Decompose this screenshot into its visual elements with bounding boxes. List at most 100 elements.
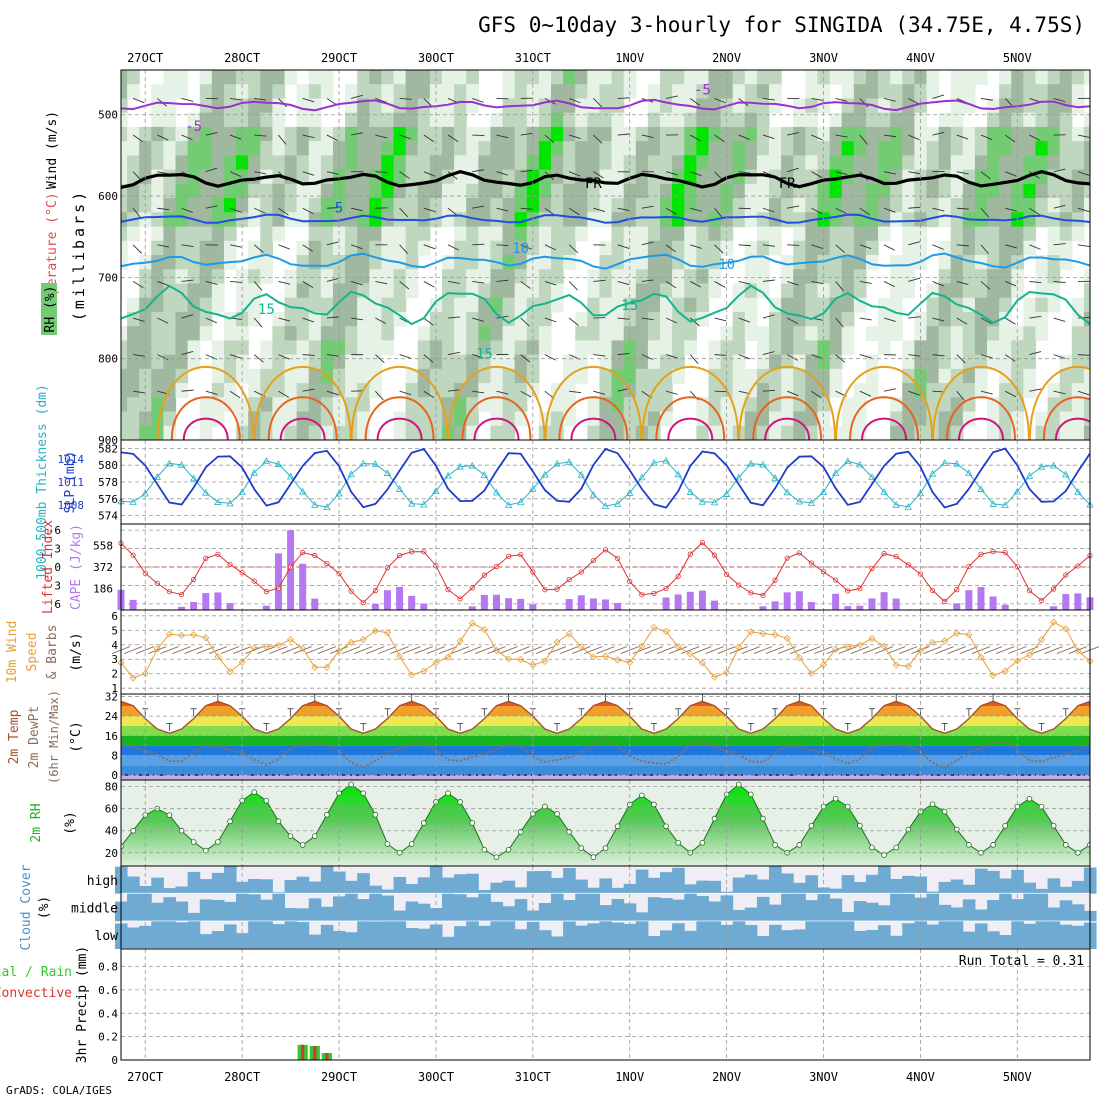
rh-cell [466, 126, 479, 142]
thickness-point [662, 456, 670, 464]
rh-cell [345, 84, 358, 100]
isotherm-dome [931, 365, 1030, 440]
ytick-label: 558 [93, 540, 113, 553]
rh-cell [853, 155, 867, 171]
rh-cell [1071, 368, 1085, 384]
rh-cell [308, 84, 322, 100]
rh-cell [127, 340, 140, 356]
cape-bar [965, 590, 973, 610]
rh-cell [805, 155, 819, 171]
rh-cell [781, 283, 794, 299]
rh-cell [684, 84, 697, 100]
wind-barb [690, 171, 702, 177]
rh-cell [248, 212, 261, 228]
rh-cell [950, 283, 964, 299]
rh-cell [623, 326, 637, 341]
rh-cell [1011, 326, 1024, 341]
thickness-point [819, 488, 828, 495]
wind-barb [229, 207, 242, 213]
rh-cell [587, 84, 601, 100]
cloud-bar [769, 904, 782, 922]
rh-cell [950, 383, 964, 398]
rh-cell [902, 354, 915, 370]
rh-cell [514, 255, 528, 270]
rh-cell [127, 383, 140, 398]
rh-cell [502, 240, 516, 256]
cape-bar [880, 592, 888, 610]
rh-cell [974, 283, 988, 299]
wind-barb [980, 390, 993, 395]
isotherm-dome [170, 396, 241, 440]
rh-cell [829, 70, 843, 85]
rh-cell [769, 155, 782, 171]
thickness-point [541, 470, 549, 478]
date-label-top: 3NOV [809, 51, 838, 65]
rh-cell [684, 226, 697, 242]
rh-cell [308, 311, 322, 327]
rh-cell [611, 141, 625, 156]
rh-cell [478, 368, 492, 384]
rh-cell [1023, 155, 1037, 171]
rh-cell [769, 70, 782, 85]
rh-cell [417, 411, 431, 427]
rh-cell [575, 155, 588, 171]
wind-barb [181, 314, 194, 319]
cloud-bar [575, 893, 588, 922]
rh-cell [127, 411, 140, 427]
cloud-bar [260, 899, 273, 922]
ytick-label: 3 [111, 653, 118, 666]
rh-cell [466, 226, 479, 242]
wind-barb [520, 390, 532, 398]
rh-cell [999, 283, 1012, 299]
cloud-bar [950, 921, 964, 949]
rh-cell [223, 226, 237, 242]
cape-bar [311, 598, 319, 610]
rh-cell [441, 183, 455, 199]
rh2m-point [408, 841, 415, 847]
ytick-label: 0 [111, 1054, 118, 1067]
rh-cell [248, 198, 261, 213]
cloud-bar [127, 876, 140, 894]
rh-cell [429, 411, 443, 427]
ytick-label: 800 [98, 353, 118, 366]
rh-cell [793, 340, 806, 356]
rh-cell [708, 198, 722, 213]
wind-barb [738, 171, 751, 174]
wind-barb [354, 646, 373, 654]
rh-cell [260, 226, 274, 242]
cloud-bar [381, 921, 395, 949]
cloud-bar [962, 899, 976, 922]
cloud-bar [744, 874, 758, 894]
cloud-bar [466, 897, 479, 922]
rh-cell [393, 183, 407, 199]
wind-barb [859, 280, 872, 284]
cloud-bar [272, 893, 286, 922]
ytick-label: 6 [111, 610, 118, 623]
rh-cell [829, 112, 843, 128]
isotherm-dome [1054, 417, 1090, 440]
rh-cell [999, 397, 1012, 413]
thickness-point [916, 489, 925, 497]
rh-cell [672, 368, 685, 384]
rh-cell [708, 255, 722, 270]
rh-cell [696, 297, 710, 313]
rh-cell [987, 226, 1000, 242]
rh-cell [781, 141, 794, 156]
cloud-bar [1011, 921, 1024, 949]
rh-cell [684, 326, 697, 341]
wind-barb [932, 281, 944, 287]
rh-cell [1083, 297, 1090, 313]
rh-cell [151, 297, 164, 313]
rh-cell [865, 141, 879, 156]
cloud-bar [1071, 925, 1085, 949]
rh2m-point [481, 846, 488, 853]
wind-barb [835, 281, 844, 291]
wind-barb [814, 646, 833, 654]
rh-cell [223, 126, 237, 142]
rh-cell [781, 255, 794, 270]
rh-cell [769, 240, 782, 256]
isotherm-dome [655, 396, 726, 440]
wind-barb [908, 277, 920, 282]
rh-cell [121, 425, 128, 440]
